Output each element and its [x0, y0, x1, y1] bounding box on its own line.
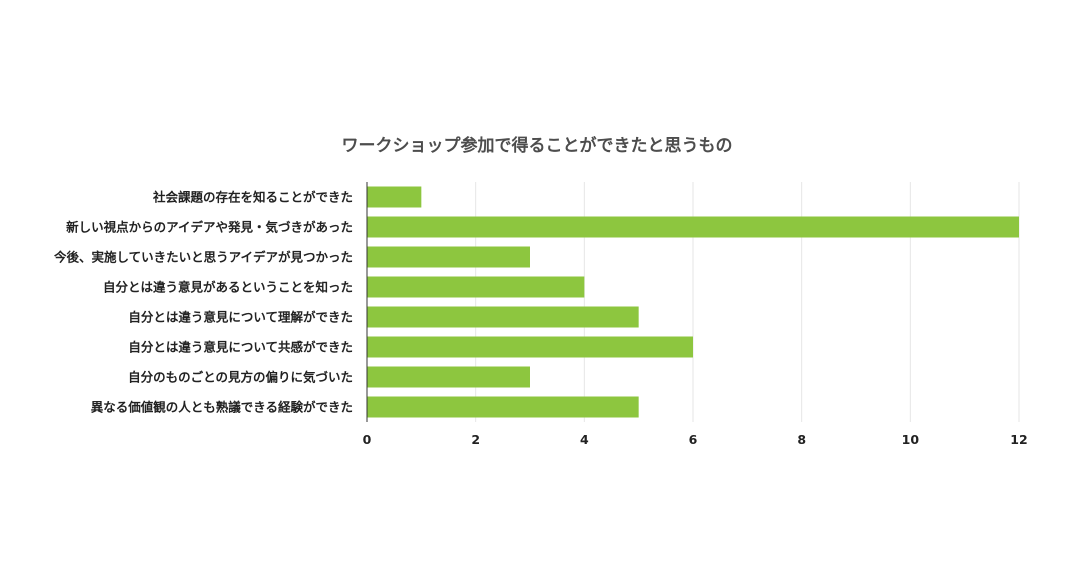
category-label: 新しい視点からのアイデアや発見・気づきがあった	[66, 220, 353, 235]
category-label: 今後、実施していきたいと思うアイデアが見つかった	[53, 250, 353, 265]
x-tick-label: 6	[689, 432, 698, 447]
x-tick-label: 4	[580, 432, 589, 447]
bar	[367, 216, 1019, 238]
category-label: 自分のものごとの見方の偏りに気づいた	[128, 370, 353, 385]
bar	[367, 246, 530, 268]
category-labels: 社会課題の存在を知ることができた新しい視点からのアイデアや発見・気づきがあった今…	[53, 190, 353, 415]
bar	[367, 306, 639, 328]
x-tick-label: 10	[902, 432, 920, 447]
category-label: 自分とは違う意見があるということを知った	[103, 280, 353, 295]
bar	[367, 366, 530, 388]
category-label: 社会課題の存在を知ることができた	[152, 190, 353, 205]
x-tick-label: 8	[797, 432, 806, 447]
category-label: 自分とは違う意見について理解ができた	[128, 310, 353, 325]
category-label: 異なる価値観の人とも熟議できる経験ができた	[91, 400, 353, 415]
bar	[367, 186, 422, 208]
bar	[367, 276, 585, 298]
category-label: 自分とは違う意見について共感ができた	[128, 340, 353, 355]
bar	[367, 336, 693, 358]
x-axis-tick-labels: 0 2 4 6 8 10 12	[363, 432, 1028, 447]
chart-title: ワークショップ参加で得ることができたと思うもの	[342, 135, 733, 156]
x-tick-label: 0	[363, 432, 372, 447]
bar	[367, 396, 639, 418]
x-tick-label: 12	[1010, 432, 1027, 447]
bars	[367, 186, 1019, 418]
x-tick-label: 2	[471, 432, 480, 447]
